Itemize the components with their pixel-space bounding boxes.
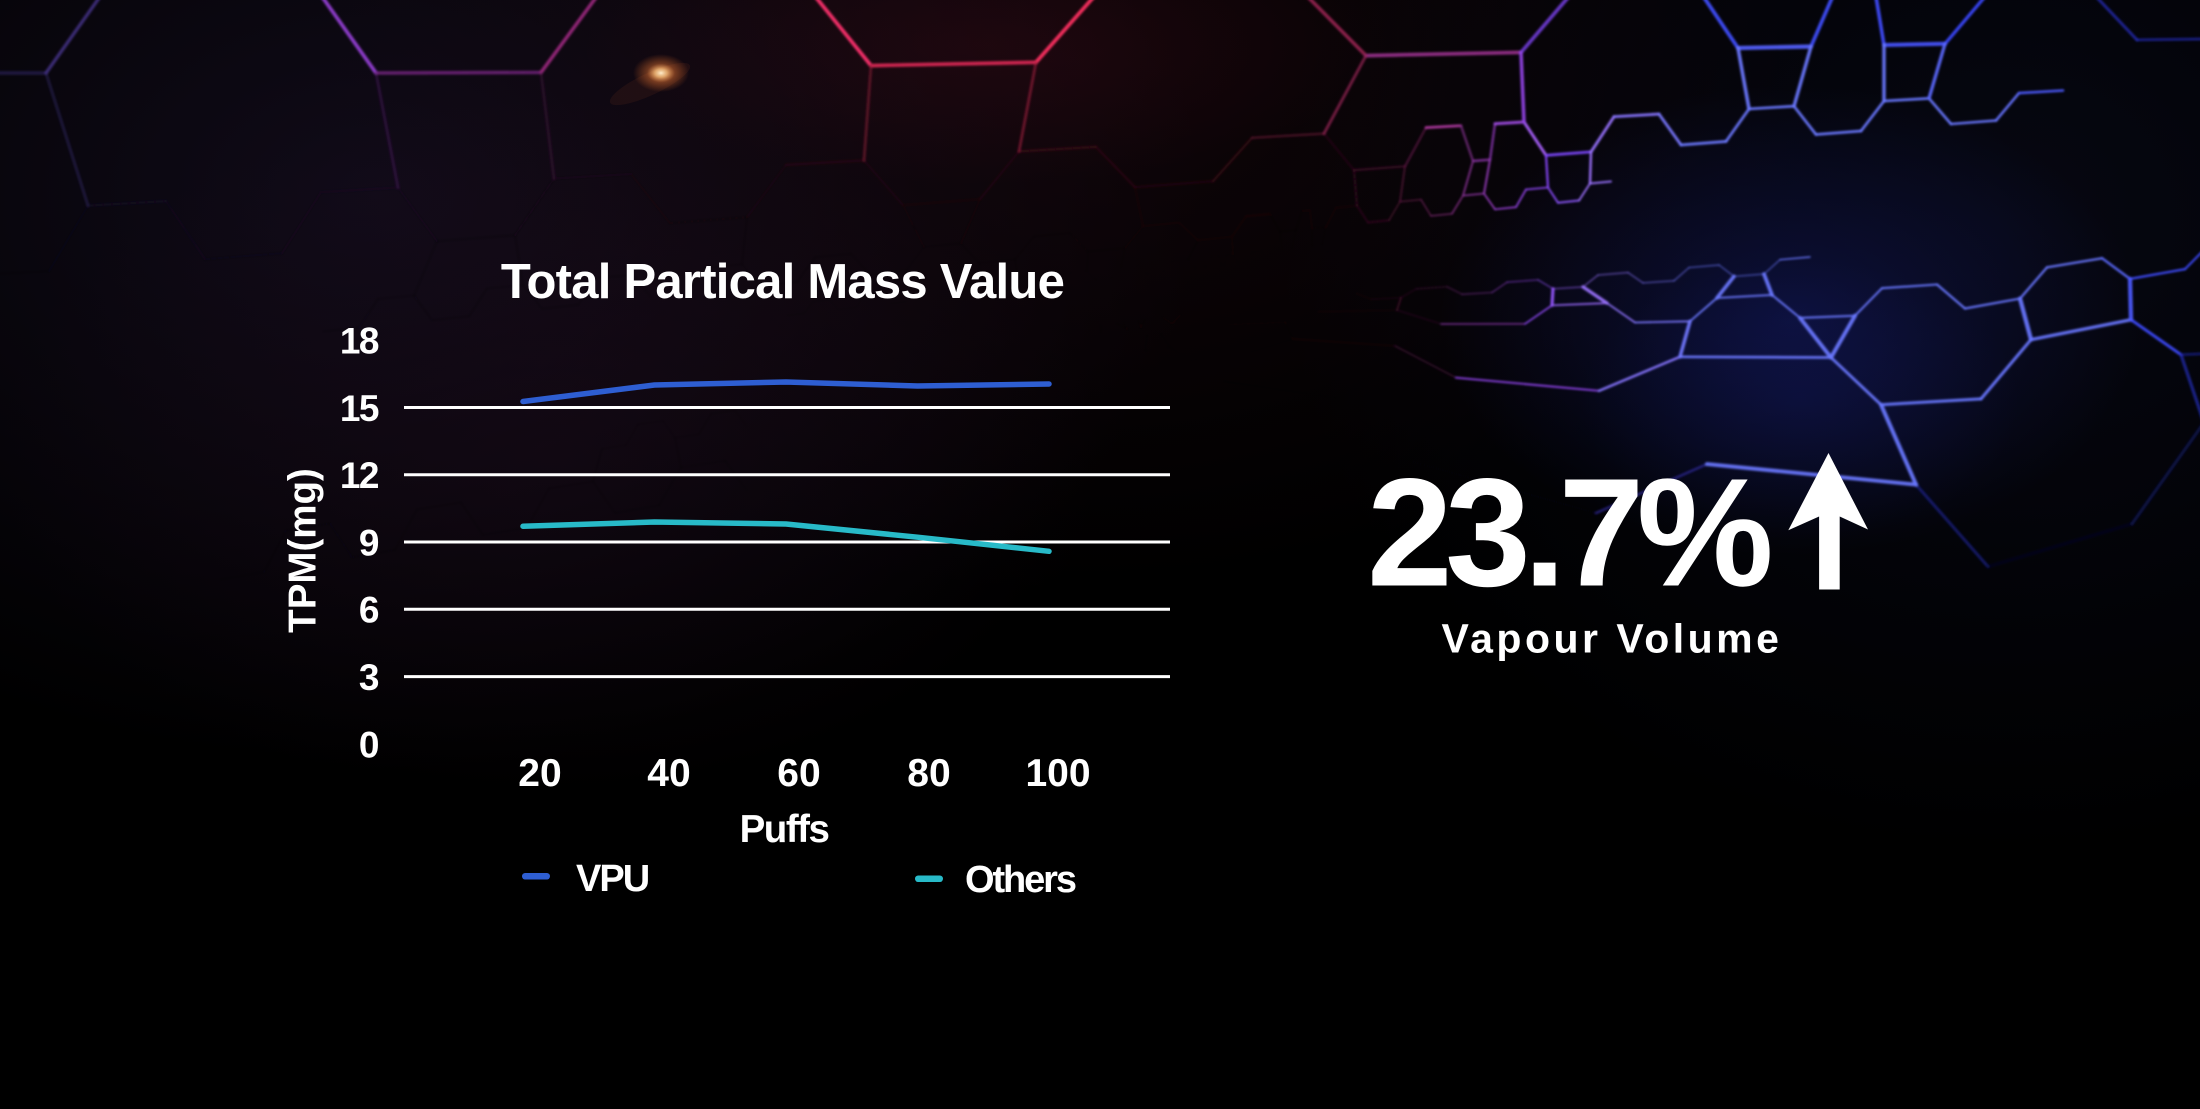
svg-text:100: 100 xyxy=(1025,752,1090,795)
svg-text:Others: Others xyxy=(965,859,1076,901)
svg-text:6: 6 xyxy=(359,590,379,631)
svg-text:Vapour Volume: Vapour Volume xyxy=(1442,616,1783,662)
svg-text:VPU: VPU xyxy=(576,858,649,900)
svg-text:12: 12 xyxy=(340,455,379,496)
svg-text:TPM(mg): TPM(mg) xyxy=(282,468,325,633)
svg-text:18: 18 xyxy=(340,321,379,362)
svg-text:40: 40 xyxy=(647,752,690,795)
svg-text:15: 15 xyxy=(340,388,379,429)
svg-text:23.7%: 23.7% xyxy=(1367,447,1770,619)
svg-text:0: 0 xyxy=(359,724,379,765)
svg-text:9: 9 xyxy=(359,522,379,563)
svg-text:Puffs: Puffs xyxy=(740,808,829,851)
svg-text:60: 60 xyxy=(777,752,820,795)
svg-text:Total Partical Mass Value: Total Partical Mass Value xyxy=(501,255,1064,309)
svg-text:80: 80 xyxy=(907,752,950,795)
svg-text:20: 20 xyxy=(518,752,561,795)
svg-text:3: 3 xyxy=(359,657,379,698)
